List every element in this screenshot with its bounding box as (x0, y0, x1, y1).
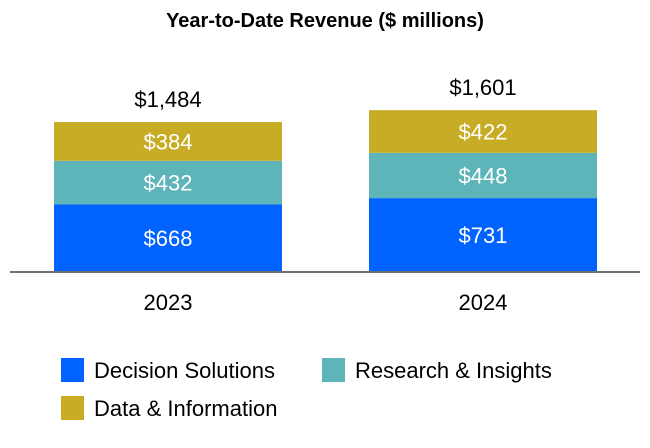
data-label: $448 (459, 163, 508, 188)
bar-segment-2023-1 (54, 160, 282, 205)
legend-swatch (322, 358, 345, 382)
x-tick-label: 2023 (144, 290, 193, 315)
x-tick-label: 2024 (459, 290, 508, 315)
legend-swatch (61, 358, 84, 382)
bar-segment-2023-0 (54, 204, 282, 272)
data-label: $668 (144, 226, 193, 251)
total-label: $1,484 (134, 87, 201, 112)
bar-segment-2023-2 (54, 122, 282, 161)
legend-label: Research & Insights (355, 358, 552, 383)
legend-swatch (61, 396, 84, 420)
data-label: $422 (459, 120, 508, 145)
bar-segment-2024-1 (369, 152, 597, 199)
bar-segment-2024-0 (369, 198, 597, 272)
legend-label: Decision Solutions (94, 358, 275, 383)
total-label: $1,601 (449, 75, 516, 100)
data-label: $384 (144, 129, 193, 154)
bar-segment-2024-2 (369, 110, 597, 153)
data-label: $432 (144, 171, 193, 196)
data-label: $731 (459, 223, 508, 248)
chart-title: Year-to-Date Revenue ($ millions) (166, 10, 484, 32)
legend-label: Data & Information (94, 396, 277, 421)
